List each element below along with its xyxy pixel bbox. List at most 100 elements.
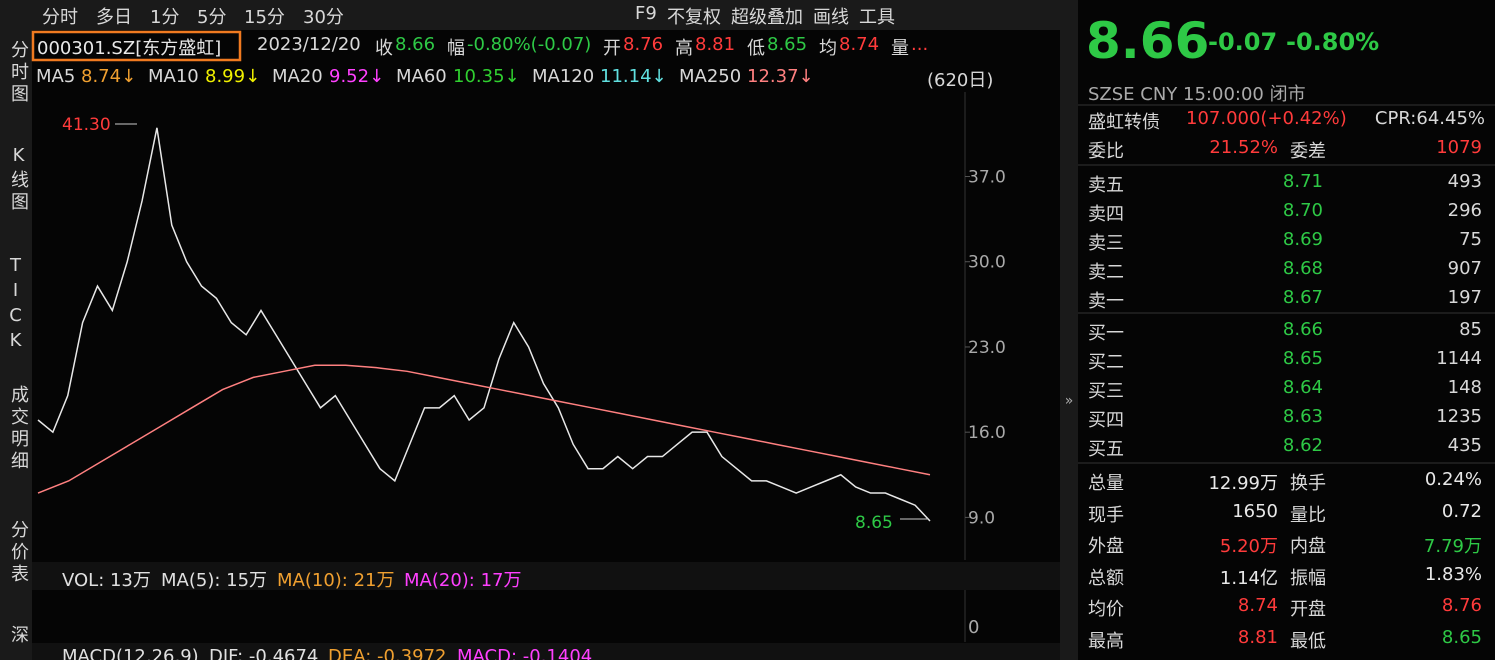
field-value: 8.81 xyxy=(695,34,736,55)
book-label: 卖四 xyxy=(1088,204,1124,225)
tool-button[interactable]: 画线 xyxy=(813,7,849,28)
period-tab[interactable]: 15分 xyxy=(244,7,285,28)
side-tab[interactable]: 成交明细 xyxy=(8,385,29,473)
ratio-label: 委比 xyxy=(1088,141,1124,162)
stat-value: 12.99万 xyxy=(1208,473,1278,494)
ma-label: MA60 xyxy=(396,66,447,87)
panel-header: MA(5): 15万 xyxy=(161,570,268,591)
tool-button[interactable]: F9 xyxy=(635,3,657,24)
book-label: 卖一 xyxy=(1088,291,1124,312)
bond-name: 盛虹转债 xyxy=(1088,112,1160,133)
period-tab[interactable]: 多日 xyxy=(96,7,132,28)
y-tick-label: 16.0 xyxy=(968,423,1006,443)
stat-label: 换手 xyxy=(1290,473,1326,494)
panel-header: DEA: -0.3972 xyxy=(328,646,447,660)
last-price: 8.66 xyxy=(1086,12,1210,70)
field-label: 低 xyxy=(747,38,765,59)
range-selector[interactable]: (620日) xyxy=(927,70,994,91)
price-line xyxy=(37,127,931,522)
book-volume: 197 xyxy=(1447,287,1482,308)
ma-value: 11.14↓ xyxy=(600,66,667,87)
book-label: 买三 xyxy=(1088,381,1124,402)
field-value: 8.76 xyxy=(623,34,664,55)
book-price: 8.64 xyxy=(1282,377,1323,398)
volume-axis-label: 0 xyxy=(968,617,980,638)
stat-value: 1.83% xyxy=(1424,563,1482,585)
stock-code: 000301.SZ[东方盛虹] xyxy=(37,38,222,59)
panel-header: MACD(12,26,9) xyxy=(62,646,199,660)
book-price: 8.66 xyxy=(1282,319,1323,340)
book-price: 8.70 xyxy=(1282,200,1323,221)
book-price: 8.65 xyxy=(1282,348,1323,369)
field-value: 8.66 xyxy=(395,34,436,55)
panel-header: MA(10): 21万 xyxy=(277,570,395,591)
stat-label: 最低 xyxy=(1290,630,1326,652)
market-status: SZSE CNY 15:00:00 闭市 xyxy=(1088,84,1306,105)
stat-value: 0.72 xyxy=(1441,500,1482,522)
book-label: 买四 xyxy=(1088,410,1124,431)
y-tick-label: 37.0 xyxy=(968,168,1006,188)
stat-value: 5.20万 xyxy=(1219,536,1278,557)
stat-value: 0.24% xyxy=(1424,469,1482,490)
book-price: 8.71 xyxy=(1282,171,1323,192)
ma-label: MA10 xyxy=(148,66,199,87)
panel-header: DIF: -0.4674 xyxy=(209,646,319,660)
book-volume: 1144 xyxy=(1436,348,1482,369)
field-value: 8.65 xyxy=(767,34,808,55)
book-volume: 435 xyxy=(1447,435,1482,456)
tool-button[interactable]: 工具 xyxy=(859,7,895,28)
stat-value: 7.79万 xyxy=(1423,536,1482,557)
field-value: ... xyxy=(911,34,929,55)
ma-label: MA5 xyxy=(36,66,76,87)
book-volume: 1235 xyxy=(1436,406,1482,427)
field-label: 量 xyxy=(891,38,909,59)
ratio-value: 1079 xyxy=(1436,137,1482,158)
period-tab[interactable]: 分时 xyxy=(42,7,78,28)
period-tab[interactable]: 5分 xyxy=(197,7,227,28)
panel-header: MA(20): 17万 xyxy=(404,570,522,591)
side-tab[interactable]: K线图 xyxy=(8,145,29,214)
field-label: 均 xyxy=(819,38,837,59)
tool-button[interactable]: 不复权 xyxy=(667,7,721,28)
side-tab[interactable]: 分时图 xyxy=(8,40,29,106)
y-tick-label: 30.0 xyxy=(968,253,1006,273)
change: -0.07 xyxy=(1208,28,1278,56)
stat-value: 8.81 xyxy=(1237,626,1278,648)
high-label: 41.30 xyxy=(62,115,111,135)
side-tab[interactable]: TICK xyxy=(5,255,26,355)
book-price: 8.63 xyxy=(1282,406,1323,427)
book-volume: 85 xyxy=(1459,319,1482,340)
stat-value: 1.14亿 xyxy=(1219,567,1278,589)
book-volume: 148 xyxy=(1447,377,1482,398)
panel-header: VOL: 13万 xyxy=(62,570,151,591)
field-value: -0.80%(-0.07) xyxy=(467,34,592,55)
y-tick-label: 23.0 xyxy=(968,338,1006,358)
price-line xyxy=(37,364,931,494)
field-label: 开 xyxy=(603,38,621,59)
book-label: 买五 xyxy=(1088,439,1124,460)
tool-button[interactable]: 超级叠加 xyxy=(731,7,803,28)
book-price: 8.69 xyxy=(1282,229,1323,250)
side-tab[interactable]: 分价表 xyxy=(8,520,29,586)
panel-header: MACD: -0.1404 xyxy=(457,646,593,660)
field-label: 收 xyxy=(375,38,393,59)
low-label: 8.65 xyxy=(855,513,893,533)
change-pct: -0.80% xyxy=(1286,28,1380,56)
stat-label: 均价 xyxy=(1088,599,1124,620)
ma-label: MA120 xyxy=(532,66,595,87)
stat-label: 内盘 xyxy=(1290,536,1326,557)
stat-label: 开盘 xyxy=(1290,599,1326,620)
book-volume: 75 xyxy=(1459,229,1482,250)
stat-value: 8.74 xyxy=(1237,595,1278,616)
ma-value: 9.52↓ xyxy=(329,66,385,87)
bond-price: 107.000(+0.42%) xyxy=(1186,108,1347,129)
book-price: 8.68 xyxy=(1282,258,1323,279)
ratio-label: 委差 xyxy=(1290,141,1326,162)
field-value: 8.74 xyxy=(839,34,880,55)
stat-label: 最高 xyxy=(1088,630,1124,652)
side-tab[interactable]: 深 xyxy=(8,625,29,647)
period-tab[interactable]: 30分 xyxy=(303,7,344,28)
period-tab[interactable]: 1分 xyxy=(150,7,180,28)
book-price: 8.62 xyxy=(1282,435,1323,456)
